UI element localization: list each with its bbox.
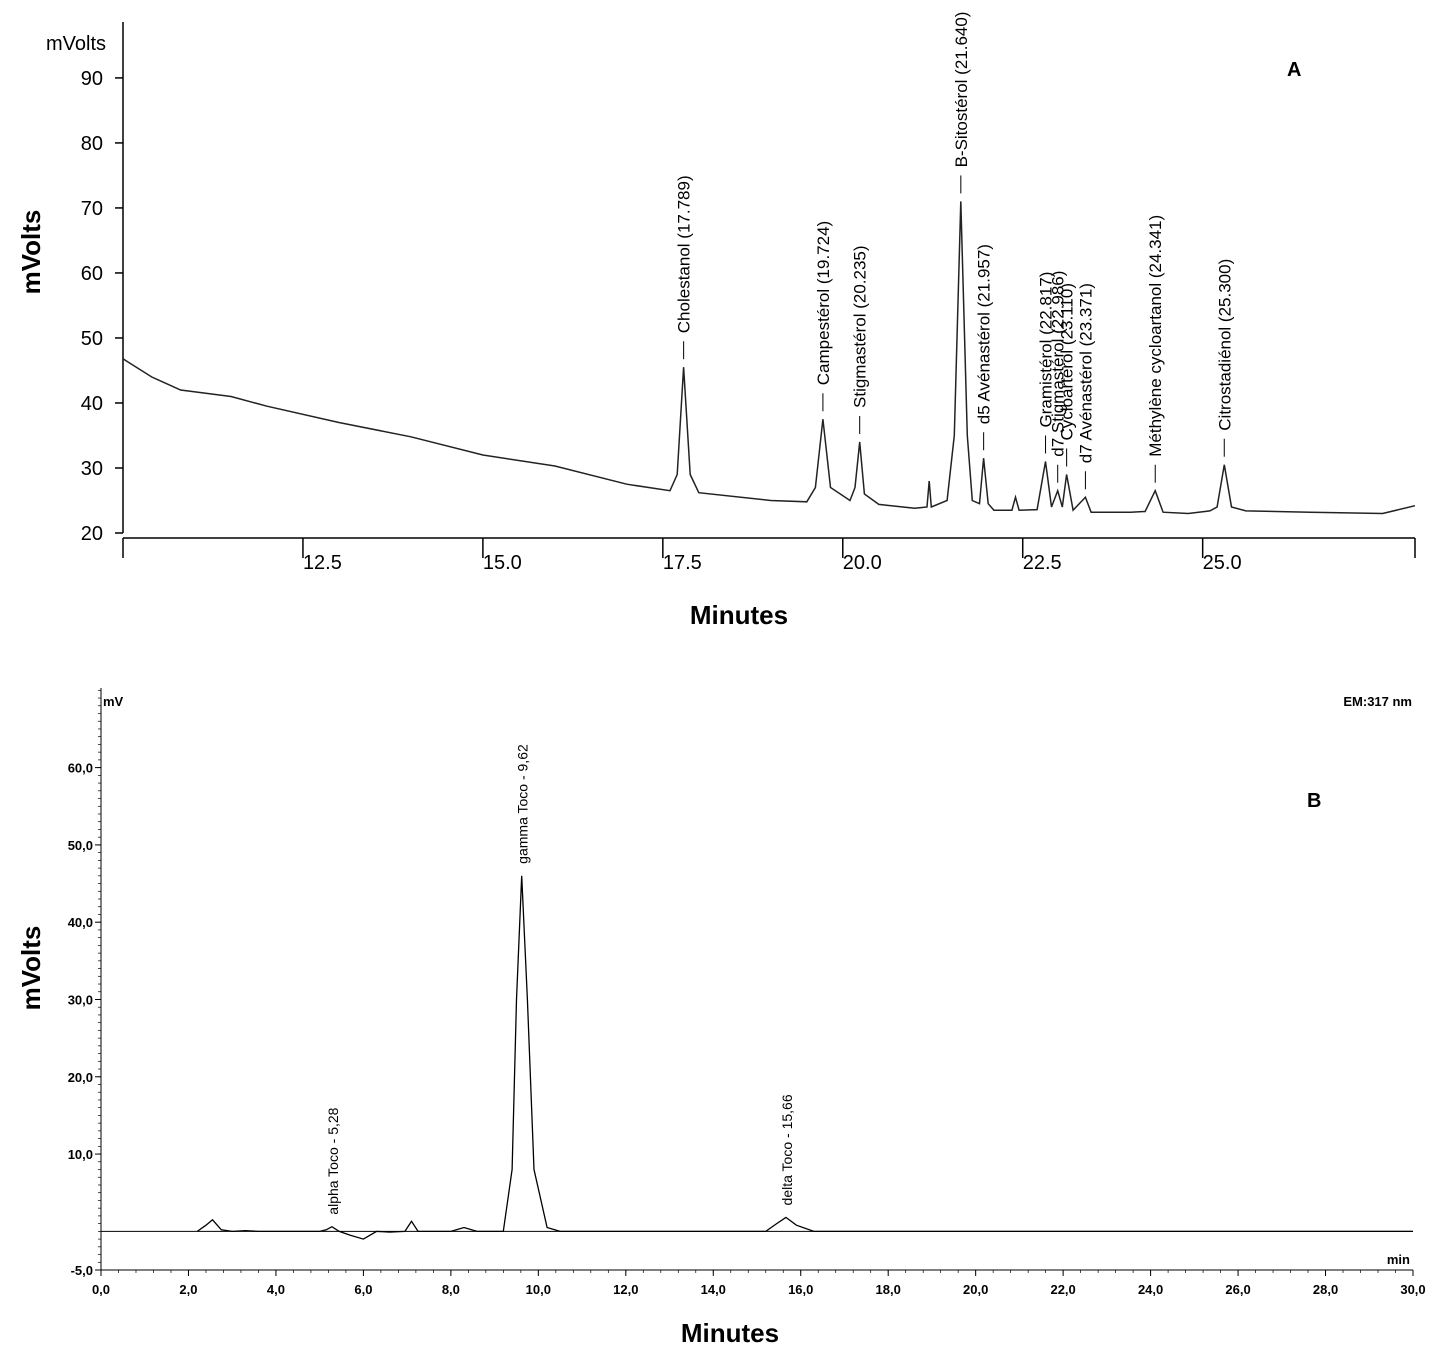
detector-label: EM:317 nm bbox=[1343, 694, 1412, 709]
unit-label: mV bbox=[103, 694, 124, 709]
y-tick-label: 70 bbox=[81, 198, 103, 220]
x-tick-label: 10,0 bbox=[526, 1282, 551, 1297]
peak-label: Citrostadiénol (25.300) bbox=[1215, 259, 1234, 431]
x-tick-label: 0,0 bbox=[92, 1282, 110, 1297]
panel-label: B bbox=[1307, 790, 1321, 812]
y-tick-label: 60,0 bbox=[68, 761, 93, 776]
peak-label: gamma Toco - 9,62 bbox=[515, 744, 531, 864]
peak-label: B-Sitostérol (21.640) bbox=[952, 12, 971, 168]
y-tick-label: -5,0 bbox=[71, 1263, 93, 1278]
x-tick-label: 20,0 bbox=[963, 1282, 988, 1297]
panel-label: A bbox=[1287, 59, 1301, 81]
y-tick-label: 80 bbox=[81, 133, 103, 155]
y-tick-label: 30,0 bbox=[68, 992, 93, 1007]
x-tick-label: 6,0 bbox=[354, 1282, 372, 1297]
peak-label: alpha Toco - 5,28 bbox=[325, 1107, 341, 1214]
x-tick-label: 16,0 bbox=[788, 1282, 813, 1297]
x-tick-label: 15.0 bbox=[483, 552, 522, 574]
x-tick-label: 18,0 bbox=[876, 1282, 901, 1297]
x-axis-title: Minutes bbox=[690, 600, 788, 630]
x-tick-label: 17.5 bbox=[663, 552, 702, 574]
peak-label: delta Toco - 15,66 bbox=[779, 1094, 795, 1205]
x-tick-label: 30,0 bbox=[1400, 1282, 1425, 1297]
y-tick-label: 40 bbox=[81, 393, 103, 415]
x-tick-label: 2,0 bbox=[179, 1282, 197, 1297]
peak-label: d7 Avénastérol (23.371) bbox=[1076, 283, 1095, 463]
y-tick-label: 20 bbox=[81, 523, 103, 545]
x-tick-label: 12,0 bbox=[613, 1282, 638, 1297]
y-tick-label: 40,0 bbox=[68, 915, 93, 930]
y-tick-label: 30 bbox=[81, 458, 103, 480]
trace bbox=[196, 875, 1413, 1240]
x-tick-label: 22.5 bbox=[1023, 552, 1062, 574]
unit-label: mVolts bbox=[46, 33, 106, 55]
x-tick-label: 28,0 bbox=[1313, 1282, 1338, 1297]
x-tick-label: 4,0 bbox=[267, 1282, 285, 1297]
x-tick-label: 25.0 bbox=[1203, 552, 1242, 574]
peak-label: d7 Stigmastérol (22.986) bbox=[1049, 271, 1068, 457]
y-tick-label: 90 bbox=[81, 68, 103, 90]
x-tick-label: 12.5 bbox=[303, 552, 342, 574]
y-tick-label: 10,0 bbox=[68, 1147, 93, 1162]
trace bbox=[122, 201, 1416, 515]
x-tick-label: 22,0 bbox=[1050, 1282, 1075, 1297]
x-axis-title: Minutes bbox=[681, 1318, 779, 1348]
y-axis-title: mVolts bbox=[16, 210, 46, 295]
peak-label: Cycloartérol (23.110) bbox=[1058, 283, 1077, 440]
peak-label: Gramistérol (22.817) bbox=[1037, 272, 1056, 428]
y-tick-label: 60 bbox=[81, 263, 103, 285]
peak-label: Cholestanol (17.789) bbox=[675, 175, 694, 333]
x-tick-label: 8,0 bbox=[442, 1282, 460, 1297]
x-tick-label: 24,0 bbox=[1138, 1282, 1163, 1297]
x-unit-label: min bbox=[1387, 1252, 1410, 1267]
y-tick-label: 50 bbox=[81, 328, 103, 350]
y-axis-title: mVolts bbox=[16, 926, 46, 1011]
y-tick-label: 50,0 bbox=[68, 838, 93, 853]
peak-label: Méthylène cycloartanol (24.341) bbox=[1146, 215, 1165, 457]
peak-label: Campestérol (19.724) bbox=[814, 221, 833, 385]
y-tick-label: 20,0 bbox=[68, 1070, 93, 1085]
x-tick-label: 20.0 bbox=[843, 552, 882, 574]
x-tick-label: 14,0 bbox=[701, 1282, 726, 1297]
x-tick-label: 26,0 bbox=[1225, 1282, 1250, 1297]
peak-label: Stigmastérol (20.235) bbox=[851, 245, 870, 408]
peak-label: d5 Avénastérol (21.957) bbox=[975, 244, 994, 424]
